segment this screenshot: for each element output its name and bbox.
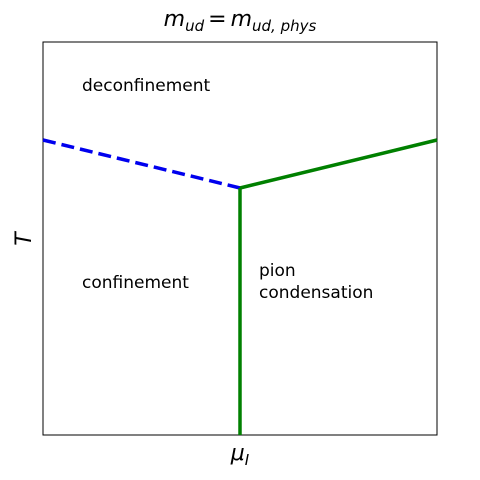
title-part: ud, phys [252,17,316,35]
title-part: ud [185,17,205,35]
x-label-part: I [245,451,250,469]
title-part: m [164,7,185,32]
deconfinement-crossover-line [42,138,241,190]
region-label: condensation [259,283,373,303]
title-part: m [231,7,252,32]
region-label: confinement [82,273,189,293]
pion-deconfinement-line [239,138,438,190]
chart-title: mud = mud, phys [164,7,317,35]
region-label: pion [259,261,296,281]
title-part: = [208,7,226,32]
region-label: deconfinement [82,76,211,96]
x-axis-label: μI [230,441,250,469]
x-label-part: μ [230,441,245,466]
y-axis-label: T [12,231,37,246]
